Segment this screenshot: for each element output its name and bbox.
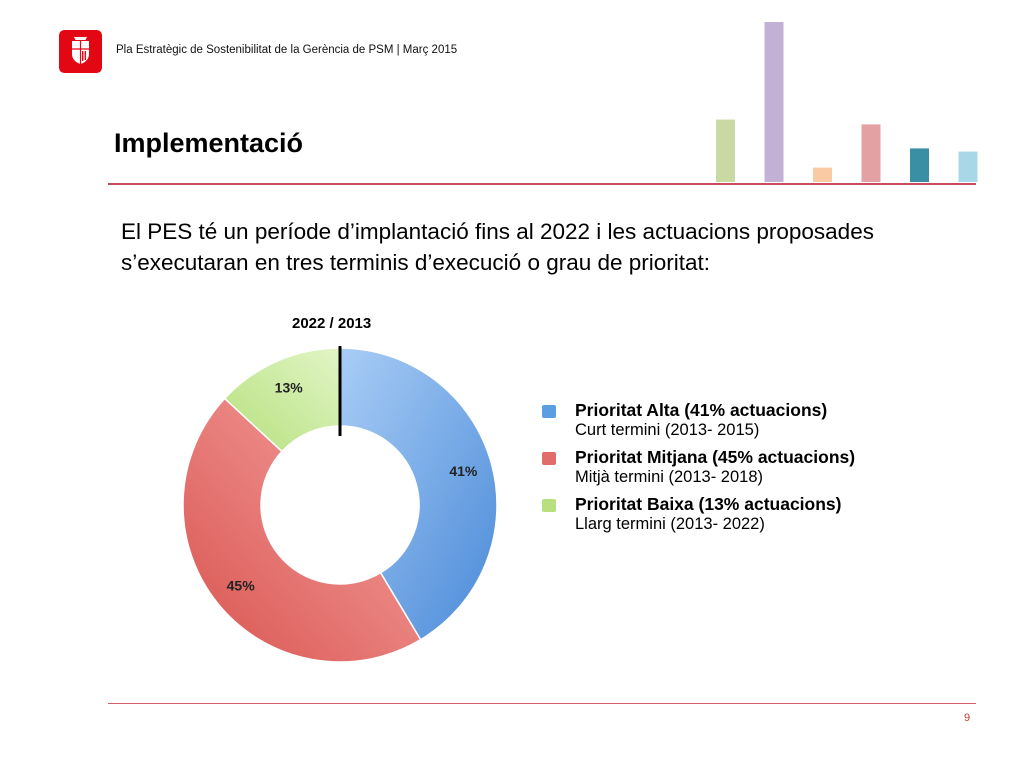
slice-alta xyxy=(339,347,498,641)
decorative-bar xyxy=(861,124,881,182)
data-label: 45% xyxy=(227,578,256,594)
data-label: 41% xyxy=(449,463,478,479)
legend-label: Prioritat Mitjana (45% actuacions) xyxy=(575,447,856,467)
legend-item-alta: Prioritat Alta (41% actuacions) Curt ter… xyxy=(542,400,962,440)
legend-item-baixa: Prioritat Baixa (13% actuacions) Llarg t… xyxy=(542,494,962,534)
donut-chart: 41% 45% 13% xyxy=(182,346,498,663)
legend-swatch-baixa xyxy=(542,499,556,512)
title-divider xyxy=(108,183,976,185)
footer-divider xyxy=(108,703,976,704)
page-number: 9 xyxy=(964,712,971,724)
data-label: 13% xyxy=(275,380,304,396)
decorative-bar xyxy=(910,148,929,182)
legend-sublabel: Mitjà termini (2013- 2018) xyxy=(575,468,763,486)
legend-swatch-mitjana xyxy=(542,452,556,465)
slice-mitjana xyxy=(182,397,422,663)
decorative-bar xyxy=(813,167,832,182)
legend-swatch-alta xyxy=(542,405,556,418)
decorative-bar xyxy=(764,22,784,182)
legend-sublabel: Llarg termini (2013- 2022) xyxy=(575,515,765,533)
legend-item-mitjana: Prioritat Mitjana (45% actuacions) Mitjà… xyxy=(542,447,962,487)
legend-sublabel: Curt termini (2013- 2015) xyxy=(575,421,760,439)
intro-text: El PES té un període d’implantació fins … xyxy=(121,219,874,275)
page-title: Implementació xyxy=(114,128,304,158)
chart-legend: Prioritat Alta (41% actuacions) Curt ter… xyxy=(542,400,962,541)
decorative-bar xyxy=(958,151,978,182)
header-text: Pla Estratègic de Sostenibilitat de la G… xyxy=(116,44,458,56)
barcelona-logo xyxy=(59,30,102,73)
legend-label: Prioritat Baixa (13% actuacions) xyxy=(575,494,842,514)
decorative-bars xyxy=(716,22,978,182)
decorative-bar xyxy=(716,119,735,182)
legend-label: Prioritat Alta (41% actuacions) xyxy=(575,400,828,420)
chart-title: 2022 / 2013 xyxy=(292,315,372,332)
